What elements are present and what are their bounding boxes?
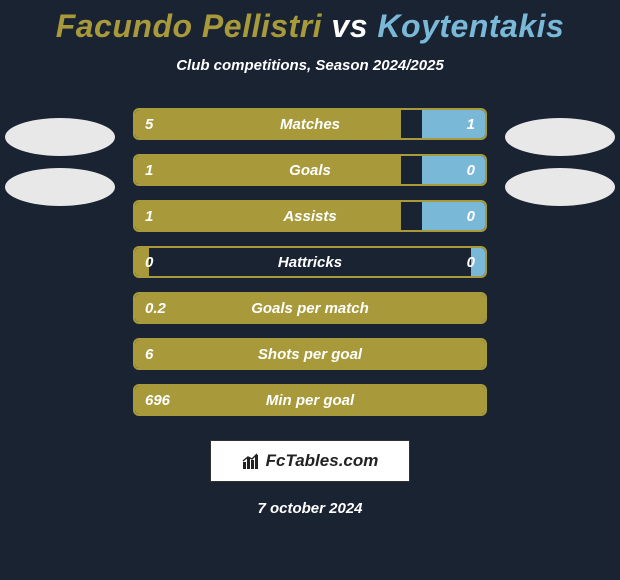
date-text: 7 october 2024 xyxy=(0,500,620,517)
stat-label: Min per goal xyxy=(135,392,485,409)
player2-name: Koytentakis xyxy=(377,8,564,44)
stat-label: Hattricks xyxy=(135,254,485,271)
stat-row: 0.2Goals per match xyxy=(133,292,487,324)
club-badge-placeholder xyxy=(5,118,115,156)
stat-label: Assists xyxy=(135,208,485,225)
brand-text: FcTables.com xyxy=(266,451,379,471)
subtitle: Club competitions, Season 2024/2025 xyxy=(0,57,620,74)
bars-chart-icon xyxy=(242,452,262,470)
brand-box[interactable]: FcTables.com xyxy=(210,440,410,482)
club-badge-placeholder xyxy=(5,168,115,206)
vs-text: vs xyxy=(331,8,368,44)
stat-row: 6Shots per goal xyxy=(133,338,487,370)
stat-label: Goals xyxy=(135,162,485,179)
stat-row: 10Assists xyxy=(133,200,487,232)
stat-row: 10Goals xyxy=(133,154,487,186)
club-badge-placeholder xyxy=(505,118,615,156)
player1-name: Facundo Pellistri xyxy=(56,8,322,44)
chart-area: 51Matches 10Goals 10Assists 00Hattricks 0.2G… xyxy=(0,108,620,416)
stat-label: Shots per goal xyxy=(135,346,485,363)
club-badge-placeholder xyxy=(505,168,615,206)
stat-row: 696Min per goal xyxy=(133,384,487,416)
stat-row: 51Matches xyxy=(133,108,487,140)
stat-label: Matches xyxy=(135,116,485,133)
stat-row: 00Hattricks xyxy=(133,246,487,278)
stat-label: Goals per match xyxy=(135,300,485,317)
comparison-title: Facundo Pellistri vs Koytentakis xyxy=(0,0,620,45)
